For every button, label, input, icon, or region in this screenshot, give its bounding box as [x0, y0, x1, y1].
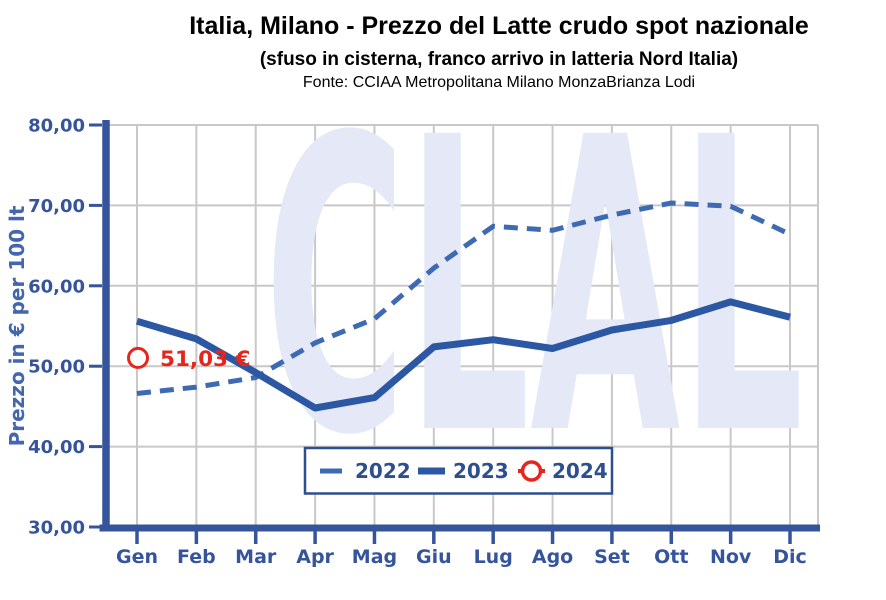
x-tick-label: Ago [532, 546, 573, 568]
x-tick-label: Gen [116, 546, 158, 568]
chart-source: Fonte: CCIAA Metropolitana Milano MonzaB… [302, 73, 696, 91]
x-tick-label: Giu [416, 546, 452, 568]
x-tick-label: Apr [296, 546, 334, 568]
chart-header: Italia, Milano - Prezzo del Latte crudo … [0, 12, 886, 92]
legend-box [303, 446, 614, 495]
x-tick-label: Dic [773, 546, 807, 568]
x-tick-label: Mag [352, 546, 397, 568]
legend-item-2024: 2024 [518, 459, 608, 483]
y-tick-label: 70,00 [28, 196, 85, 217]
y-tick-label: 50,00 [28, 357, 85, 378]
legend-label-2022: 2022 [355, 459, 411, 483]
chart-title: Italia, Milano - Prezzo del Latte crudo … [189, 12, 809, 40]
watermark: CLAL [264, 53, 804, 525]
x-tick-label: Set [594, 546, 630, 568]
legend-item-2023: 2023 [418, 459, 509, 483]
series-2023-line [136, 298, 791, 412]
y-tick-label: 60,00 [28, 276, 85, 297]
legend-label-2023: 2023 [453, 459, 509, 483]
legend-label-2024: 2024 [552, 459, 608, 483]
y-tick-label: 30,00 [28, 518, 85, 539]
legend: 2022 2023 2024 [303, 446, 614, 495]
chart-subtitle: (sfuso in cisterna, franco arrivo in lat… [259, 48, 739, 70]
x-tick-label: Feb [177, 546, 216, 568]
x-tick-label: Nov [710, 546, 752, 568]
legend-item-2022: 2022 [320, 459, 411, 483]
x-tick-label: Ott [654, 546, 688, 568]
y-tick-label: 80,00 [28, 116, 85, 137]
legend-marker-2024 [520, 460, 543, 482]
x-tick-label: Mar [235, 546, 277, 568]
y-tick-label: 40,00 [28, 437, 85, 458]
annotation-2024-value: 51,03 € [160, 347, 250, 372]
x-tick-label: Lug [474, 546, 513, 568]
marker-2024 [127, 346, 149, 369]
watermark-group: CLAL [264, 53, 804, 525]
y-axis-title: Prezzo in € per 100 lt [5, 205, 29, 446]
